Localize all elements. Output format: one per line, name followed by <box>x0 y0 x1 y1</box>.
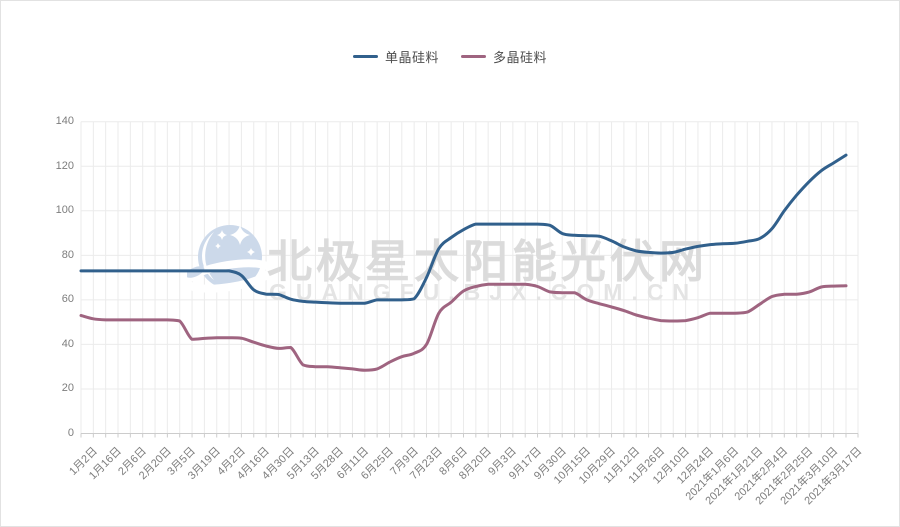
mono-si-line-swatch-icon <box>352 54 378 59</box>
watermark-title: 北极星太阳能光伏网 <box>267 236 709 287</box>
legend-label-poly-si: 多晶硅料 <box>493 50 548 65</box>
legend-item-poly-si[interactable]: 多晶硅料 <box>461 47 547 66</box>
poly-si-line-swatch-icon <box>461 54 486 59</box>
legend-label-mono-si: 单晶硅料 <box>384 50 439 65</box>
watermark-subtitle: GUANGFU.BJX.COM.CN <box>269 279 699 305</box>
legend-item-mono-si[interactable]: 单晶硅料 <box>352 47 439 66</box>
chart-legend: 单晶硅料 多晶硅料 <box>1 47 899 66</box>
poly-si-price-line <box>79 282 848 372</box>
mono-si-price-line <box>79 153 848 305</box>
